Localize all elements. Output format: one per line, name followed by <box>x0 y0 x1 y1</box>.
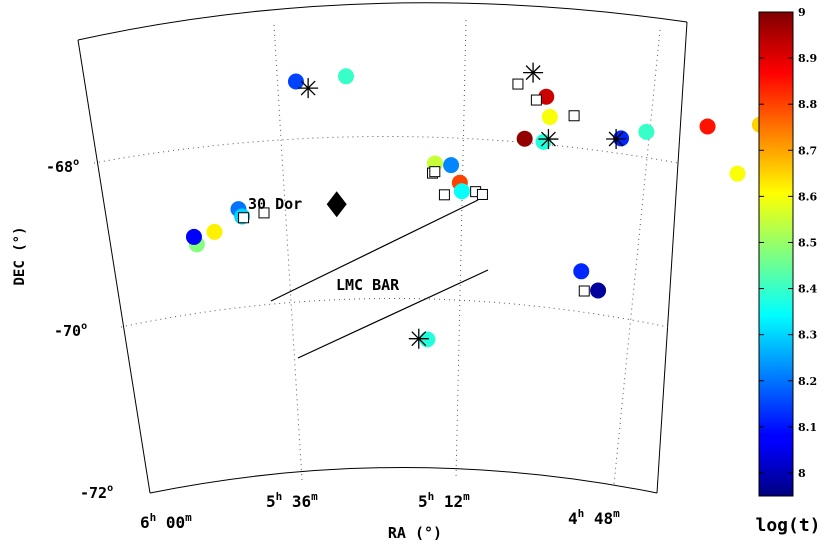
dec-tick-label: -70o <box>54 321 87 340</box>
open-square-marker <box>238 212 250 224</box>
cluster-point <box>541 108 558 125</box>
tick-labels: -68o -70o -72o 6h 00m 5h 36m 5h 12m 4h 48m <box>46 157 620 532</box>
grid-ra-0512 <box>455 19 467 479</box>
colorbar-label: log(t) <box>755 515 820 536</box>
cluster-point <box>443 157 460 174</box>
frame-right-edge <box>656 21 688 494</box>
colorbar-tick-label: 8.8 <box>798 98 817 111</box>
cluster-point <box>453 183 470 200</box>
colorbar-ticks: 8 8.1 8.2 8.3 8.4 8.5 8.6 8.7 8.8 8.9 9 <box>759 6 817 480</box>
frame-left-edge <box>77 39 151 494</box>
open-square-marker <box>438 189 450 201</box>
dec-tick-label: -72o <box>80 483 113 502</box>
colorbar-tick-label: 8.4 <box>798 283 817 296</box>
frame-top-arc <box>77 2 688 41</box>
lmc-bar <box>270 199 489 359</box>
cluster-point <box>535 133 552 150</box>
30-dor-diamond <box>326 191 347 218</box>
colorbar: 8 8.1 8.2 8.3 8.4 8.5 8.6 8.7 8.8 8.9 9 log(t) <box>755 6 820 536</box>
ra-tick-label: 4h 48m <box>568 507 620 528</box>
cluster-point <box>538 88 555 105</box>
colorbar-tick-label: 8.3 <box>798 329 817 342</box>
cluster-point <box>729 165 746 182</box>
ra-tick-label: 5h 36m <box>266 490 318 511</box>
colorbar-tick-label: 8.1 <box>798 421 817 434</box>
asterisk-marker <box>298 78 319 99</box>
ra-tick-label: 5h 12m <box>418 490 470 511</box>
sky-grid <box>93 19 679 485</box>
grid-ra-0448 <box>613 29 661 485</box>
open-square-marker <box>429 166 441 178</box>
colorbar-tick-label: 9 <box>798 6 806 19</box>
open-square-marker <box>568 110 580 122</box>
colorbar-tick-label: 8.2 <box>798 375 817 388</box>
asterisk-marker <box>523 62 544 83</box>
y-axis-label: DEC (°) <box>12 226 28 285</box>
asterisk-marker <box>408 328 429 349</box>
asterisk-marker <box>606 128 627 149</box>
lmc-bar-upper-line <box>270 199 479 302</box>
colorbar-tick-label: 8.9 <box>798 52 817 65</box>
open-square-marker <box>530 94 542 106</box>
cluster-point <box>287 73 304 90</box>
cluster-point <box>573 263 590 280</box>
colorbar-gradient <box>758 11 794 497</box>
frame-bottom-arc <box>149 467 658 494</box>
cluster-point <box>419 331 436 348</box>
colorbar-tick-label: 8.6 <box>798 190 817 203</box>
grid-dec-68 <box>93 136 679 164</box>
bar-label: LMC BAR <box>336 276 400 294</box>
colorbar-tick-label: 8.7 <box>798 144 817 157</box>
map-frame <box>77 2 688 494</box>
lmc-bar-lower-line <box>297 269 489 359</box>
cluster-point <box>338 68 355 85</box>
dec-tick-label: -68o <box>46 157 79 176</box>
open-square-marker <box>512 78 524 90</box>
open-square-marker <box>476 188 488 200</box>
asterisk-marker <box>538 129 559 150</box>
ra-tick-label: 6h 00m <box>140 511 192 532</box>
colorbar-tick-label: 8.5 <box>798 236 817 249</box>
colorbar-tick-label: 8 <box>798 467 806 480</box>
x-axis-label: RA (°) <box>388 524 442 542</box>
open-square-marker <box>578 285 590 297</box>
cluster-point <box>699 118 716 135</box>
data-marks <box>185 62 768 349</box>
cluster-point <box>638 123 655 140</box>
open-square-marker <box>258 207 270 219</box>
dor-label: 30 Dor <box>248 195 302 213</box>
cluster-point <box>590 282 607 299</box>
grid-ra-0536 <box>273 24 303 481</box>
cluster-point <box>516 130 533 147</box>
cluster-point <box>185 228 202 245</box>
cluster-point <box>206 223 223 240</box>
